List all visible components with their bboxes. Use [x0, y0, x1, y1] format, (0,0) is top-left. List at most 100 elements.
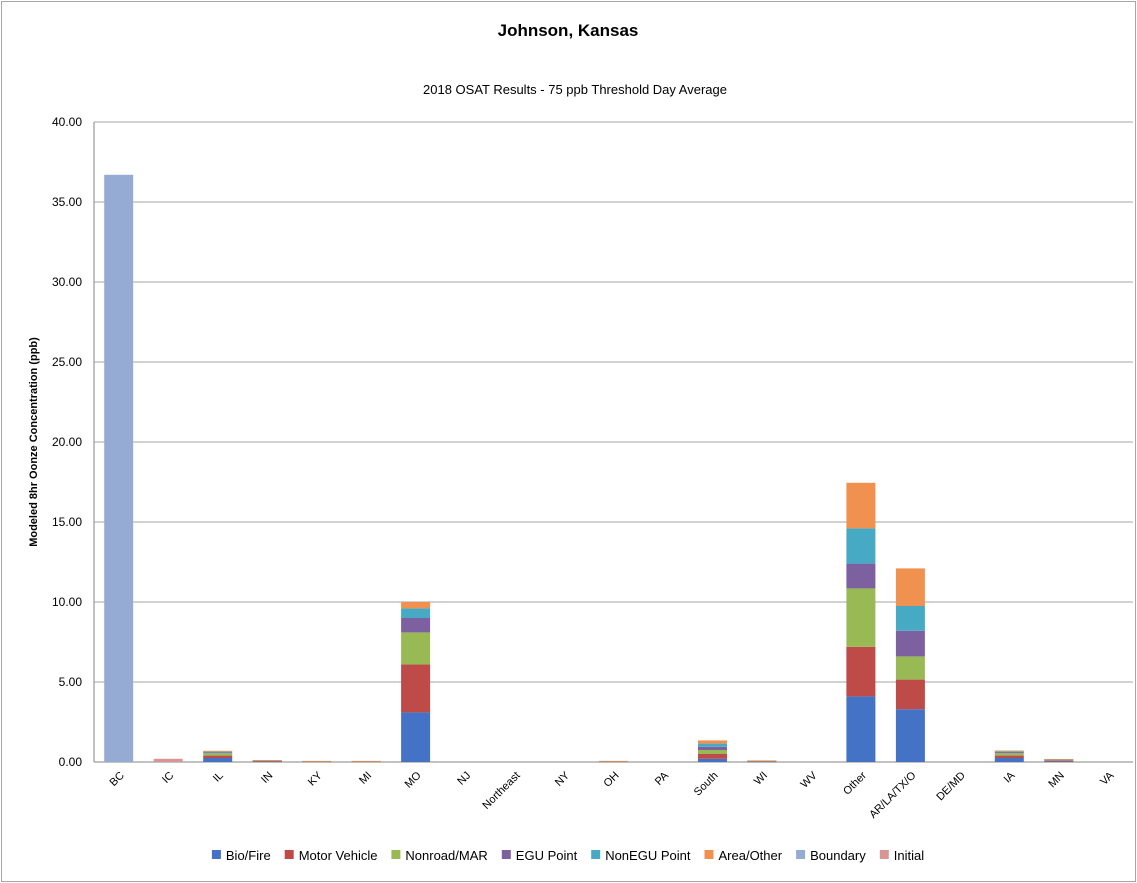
x-tick-label: BC — [108, 770, 127, 789]
x-tick-label: NY — [553, 769, 573, 789]
x-tick-label: IN — [259, 770, 275, 786]
bar-segment — [846, 588, 876, 647]
bar-segment — [1044, 761, 1074, 762]
x-tick-label: South — [692, 770, 721, 799]
bar-segment — [203, 752, 233, 754]
x-tick-label: MO — [403, 769, 424, 790]
legend-label: Nonroad/MAR — [405, 848, 487, 863]
x-tick-label: IL — [211, 770, 226, 785]
bar-segment — [203, 753, 233, 756]
legend-label: Bio/Fire — [226, 848, 271, 863]
bar-segment — [698, 758, 727, 762]
bar-segment — [895, 679, 925, 710]
y-tick-label: 20.00 — [52, 435, 82, 449]
chart-title: Johnson, Kansas — [498, 21, 639, 40]
legend-label: Motor Vehicle — [299, 848, 378, 863]
bar-segment — [698, 754, 727, 759]
bar-segment — [698, 743, 727, 747]
gridlines — [93, 121, 1133, 763]
x-tick-label: IA — [1002, 769, 1018, 785]
x-tick-label: DE/MD — [934, 770, 968, 804]
bar-segment — [203, 751, 233, 753]
legend-label: Boundary — [810, 848, 866, 863]
legend-label: Area/Other — [719, 848, 783, 863]
bar-segment — [599, 760, 628, 762]
legend: Bio/Fire Motor Vehicle Nonroad/MAR EGU Poin… — [211, 848, 924, 863]
bar-segment — [994, 751, 1024, 753]
bar-segment — [895, 656, 925, 680]
bar-segment — [994, 755, 1024, 758]
bars — [104, 174, 1074, 763]
bar-segment — [846, 528, 876, 564]
y-tick-label: 35.00 — [52, 195, 82, 209]
bar-segment — [698, 746, 727, 750]
y-tick-label: 40.00 — [52, 115, 82, 129]
x-tick-label: NJ — [455, 770, 473, 788]
x-axis-ticks: BC IC IL IN KY MI MO NJ Northeast NY OH PA South WI WV… — [108, 769, 1117, 821]
bar-segment — [895, 568, 925, 606]
legend-label: EGU Point — [516, 848, 578, 863]
legend-label: Initial — [894, 848, 924, 863]
bar-segment — [401, 602, 431, 609]
x-tick-label: VA — [1098, 769, 1117, 788]
bar-segment — [994, 752, 1024, 754]
bar-segment — [846, 563, 876, 589]
bar-segment — [401, 664, 431, 713]
bar-segment — [203, 750, 233, 752]
bar-segment — [994, 750, 1024, 752]
legend-swatch — [879, 850, 889, 859]
bar-segment — [895, 709, 925, 762]
bar-segment — [153, 758, 183, 762]
x-tick-label: Other — [841, 769, 869, 797]
legend-swatch — [391, 850, 401, 859]
bar-segment — [1044, 758, 1074, 760]
bar-segment — [846, 696, 876, 762]
y-tick-label: 15.00 — [52, 515, 82, 529]
bar-segment — [351, 760, 381, 762]
y-tick-label: 0.00 — [59, 755, 83, 769]
x-tick-label: WI — [752, 770, 770, 788]
bar-segment — [846, 646, 876, 697]
bar-segment — [252, 761, 282, 762]
bar-segment — [401, 632, 431, 665]
bar-segment — [895, 630, 925, 657]
bar-segment — [895, 606, 925, 631]
y-axis-ticks: 0.00 5.00 10.00 15.00 20.00 25.00 30.00 35.00 40… — [52, 115, 82, 769]
chart-subtitle: 2018 OSAT Results - 75 ppb Threshold Day… — [423, 82, 727, 97]
bar-segment — [401, 712, 431, 762]
x-tick-label: PA — [653, 769, 672, 788]
y-tick-label: 10.00 — [52, 595, 82, 609]
bar-segment — [104, 174, 134, 763]
legend-swatch — [591, 850, 601, 859]
bar-segment — [846, 482, 876, 529]
x-tick-label: IC — [160, 770, 176, 786]
y-tick-label: 5.00 — [59, 675, 83, 689]
legend-swatch — [211, 850, 221, 859]
legend-swatch — [796, 850, 806, 859]
bar-segment — [252, 760, 282, 761]
bar-segment — [401, 608, 431, 618]
x-tick-label: MI — [357, 770, 374, 787]
y-tick-label: 25.00 — [52, 355, 82, 369]
legend-swatch — [501, 850, 511, 859]
legend-label: NonEGU Point — [605, 848, 691, 863]
legend-swatch — [284, 850, 294, 859]
bar-segment — [401, 618, 431, 633]
x-tick-label: Northeast — [480, 770, 522, 812]
bar-segment — [1044, 760, 1074, 762]
bar-segment — [747, 760, 777, 762]
bar-segment — [994, 758, 1024, 762]
x-tick-label: OH — [601, 770, 621, 790]
bar-segment — [698, 740, 727, 744]
y-tick-label: 30.00 — [52, 275, 82, 289]
bar-segment — [994, 753, 1024, 756]
legend-swatch — [704, 850, 714, 859]
bar-segment — [203, 758, 233, 762]
bar-segment — [698, 750, 727, 754]
x-tick-label: AR/LA/TX/O — [867, 769, 919, 821]
x-tick-label: MN — [1046, 770, 1067, 791]
bar-segment — [302, 760, 332, 762]
x-tick-label: WV — [798, 769, 819, 790]
bar-segment — [203, 755, 233, 758]
